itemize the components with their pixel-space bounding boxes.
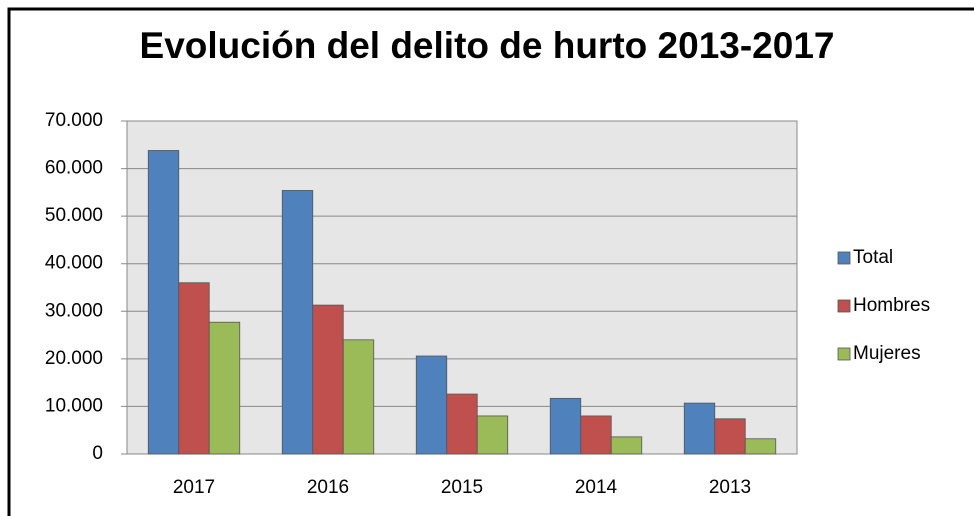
x-tick-label: 2014 bbox=[575, 477, 618, 498]
bar bbox=[281, 190, 314, 455]
bar bbox=[549, 397, 582, 455]
y-tick-label: 30.000 bbox=[45, 300, 103, 321]
bar bbox=[312, 304, 344, 455]
chart-title: Evolución del delito de hurto 2013-2017 bbox=[140, 25, 835, 66]
bar bbox=[342, 339, 375, 455]
bar bbox=[714, 418, 746, 455]
y-tick-label: 60.000 bbox=[45, 158, 103, 179]
bar bbox=[610, 436, 643, 455]
y-tick-label: 0 bbox=[92, 443, 103, 464]
legend-label: Total bbox=[853, 247, 893, 268]
chart-frame bbox=[7, 7, 974, 516]
bar bbox=[580, 415, 612, 455]
legend-swatch bbox=[837, 299, 851, 313]
x-tick-label: 2017 bbox=[173, 477, 215, 498]
y-tick-label: 20.000 bbox=[45, 348, 103, 369]
y-tick-label: 50.000 bbox=[45, 205, 103, 226]
legend-swatch bbox=[837, 347, 851, 361]
bar bbox=[147, 150, 180, 455]
legend-swatch bbox=[837, 251, 851, 265]
y-tick-label: 70.000 bbox=[45, 110, 103, 131]
x-tick-label: 2016 bbox=[307, 477, 349, 498]
bar bbox=[178, 282, 210, 455]
bar bbox=[208, 321, 241, 455]
x-tick-label: 2013 bbox=[709, 477, 751, 498]
y-tick-label: 10.000 bbox=[45, 395, 103, 416]
y-tick-label: 40.000 bbox=[45, 253, 103, 274]
legend-label: Mujeres bbox=[853, 343, 921, 364]
bar bbox=[683, 402, 716, 455]
bar bbox=[415, 355, 448, 455]
bar bbox=[476, 415, 509, 455]
legend-label: Hombres bbox=[853, 295, 930, 316]
bar bbox=[744, 438, 777, 455]
bar bbox=[446, 393, 478, 455]
x-tick-label: 2015 bbox=[441, 477, 483, 498]
